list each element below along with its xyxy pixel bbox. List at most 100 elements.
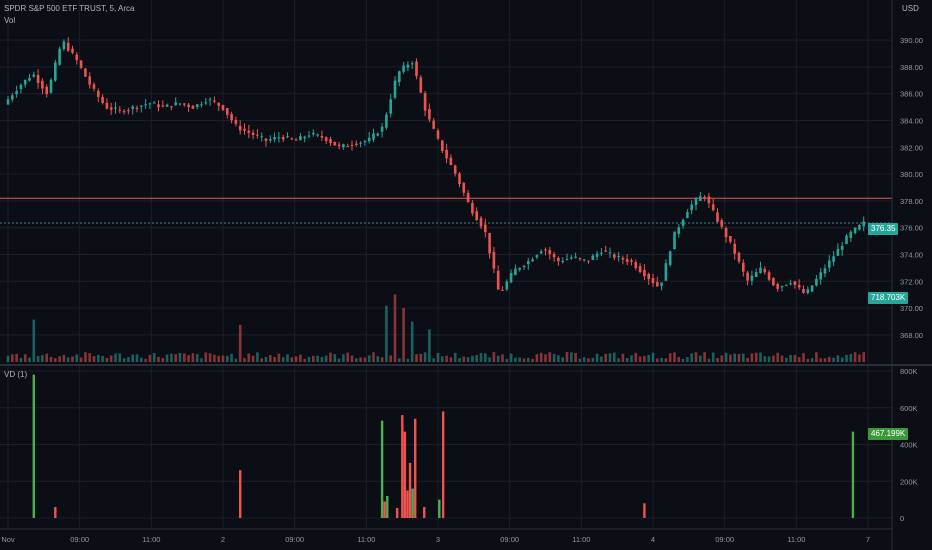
volume-bar	[729, 354, 732, 362]
volume-bar	[342, 354, 345, 362]
volume-bar	[243, 358, 246, 362]
candle-body	[845, 235, 848, 244]
candle-body	[221, 105, 225, 110]
candle-body	[643, 270, 646, 277]
candle-body	[204, 102, 208, 104]
candle-body	[690, 204, 693, 211]
candle-body	[118, 109, 122, 111]
volume-indicator-label[interactable]: Vol	[4, 16, 16, 25]
volume-bar	[127, 357, 130, 362]
candle-body	[673, 231, 676, 250]
volume-bar	[260, 358, 263, 362]
volume-bar	[256, 352, 259, 362]
time-tick-label: 09:00	[70, 535, 89, 544]
candle-body	[342, 144, 345, 148]
candle-body	[776, 284, 779, 289]
volume-bar	[204, 352, 208, 362]
vd-bar	[401, 415, 404, 518]
volume-bar	[496, 355, 500, 362]
volume-bar	[200, 358, 203, 362]
volume-bar	[6, 355, 10, 362]
volume-bar	[544, 354, 547, 362]
price-tick-label: 390.00	[900, 36, 923, 45]
candle-body	[32, 74, 36, 77]
time-tick-label: 2	[221, 535, 225, 544]
volume-bar	[703, 352, 706, 362]
candle-body	[367, 137, 371, 142]
volume-bar	[28, 357, 31, 362]
volume-bar	[36, 355, 40, 362]
candle-body	[410, 63, 414, 65]
horizontal-lines	[0, 197, 892, 224]
vd-tick-label: 400K	[900, 441, 918, 450]
vd-axis[interactable]: 0 200K 400K 600K 800K	[900, 367, 918, 523]
candle-body	[114, 107, 117, 109]
candle-body	[724, 228, 728, 238]
vd-tick-label: 200K	[900, 477, 918, 486]
volume-bar	[428, 329, 431, 362]
volume-bar	[484, 353, 487, 362]
vd-indicator-label[interactable]: VD (1)	[4, 370, 28, 379]
volume-bar	[793, 354, 797, 362]
volume-bar	[840, 357, 844, 362]
volume-bar	[445, 355, 448, 362]
volume-bar	[389, 355, 392, 362]
candle-body	[574, 256, 577, 258]
candle-body	[389, 99, 392, 114]
candle-body	[247, 130, 251, 133]
candle-body	[307, 135, 311, 137]
candle-body	[570, 257, 573, 259]
volume-bar	[806, 358, 810, 362]
candle-body	[858, 224, 861, 230]
volume-bar	[845, 354, 848, 362]
candle-body	[148, 103, 152, 105]
candle-body	[737, 252, 741, 262]
volume-bar	[62, 354, 66, 362]
candle-body	[686, 212, 689, 219]
volume-bar	[617, 358, 620, 362]
volume-bar	[561, 357, 564, 362]
volume-bar	[372, 352, 375, 362]
candle-body	[479, 217, 483, 227]
candle-body	[28, 77, 31, 81]
candle-body	[299, 136, 302, 141]
volume-bar	[251, 355, 255, 362]
volume-bar	[294, 356, 298, 362]
vd-bar	[423, 506, 426, 518]
time-axis[interactable]: Nov 09:00 11:00 2 09:00 11:00 3 09:00 11:00 4 09:0…	[1, 535, 870, 544]
volume-bar	[707, 358, 711, 362]
volume-bar	[183, 353, 186, 362]
candle-body	[780, 286, 784, 288]
candle-body	[84, 68, 87, 77]
vd-tick-label: 600K	[900, 404, 918, 413]
candle-body	[226, 108, 229, 115]
volume-bar	[359, 357, 362, 362]
volume-bar	[109, 355, 113, 362]
candle-body	[853, 227, 857, 234]
volume-bar	[862, 352, 865, 362]
candle-body	[840, 245, 844, 250]
candle-body	[436, 130, 440, 139]
price-axis[interactable]: 368.00 370.00 372.00 374.00 376.00 378.00 380.…	[900, 36, 923, 340]
time-tick-label: 09:00	[500, 535, 519, 544]
candle-body	[862, 221, 865, 227]
volume-bar	[410, 321, 414, 362]
volume-bar	[828, 356, 831, 362]
volume-bar	[230, 353, 233, 362]
candle-body	[213, 100, 216, 102]
volume-bar	[174, 354, 177, 362]
candle-body	[23, 79, 27, 85]
volume-bar	[157, 356, 160, 362]
candle-body	[591, 255, 595, 260]
symbol-name: SPDR S&P 500 ETF TRUST	[4, 4, 106, 13]
candle-body	[303, 136, 306, 139]
candle-body	[62, 41, 66, 49]
volume-bar	[720, 355, 724, 362]
volume-bar	[221, 355, 225, 362]
candle-body	[621, 257, 625, 260]
symbol-title[interactable]: SPDR S&P 500 ETF TRUST, 5, Arca	[4, 4, 134, 13]
candle-body	[518, 268, 521, 270]
candle-body	[630, 260, 633, 262]
price-candles	[6, 37, 865, 295]
